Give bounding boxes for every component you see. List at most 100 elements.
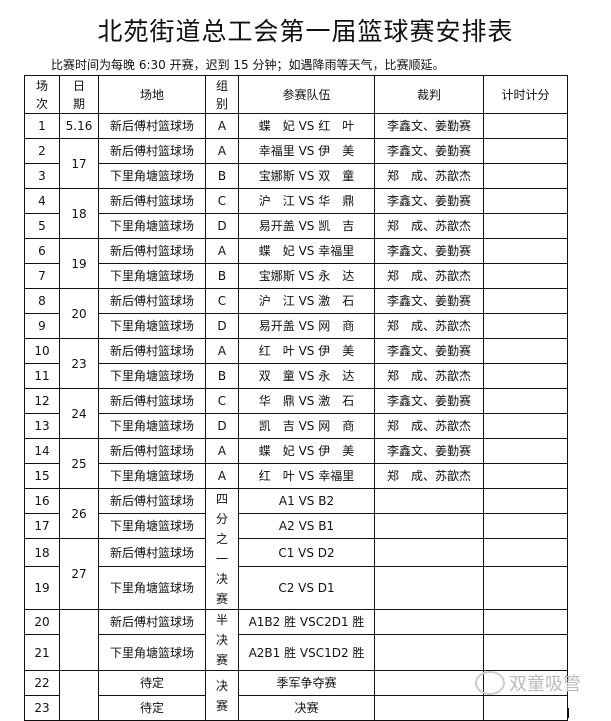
- header-date: 日期: [59, 75, 99, 114]
- match-no: 19: [24, 566, 60, 610]
- header-scoring: 计时计分: [483, 75, 568, 114]
- scoring-cell[interactable]: [483, 413, 568, 439]
- match-no: 6: [24, 238, 60, 264]
- match-no: 18: [24, 538, 60, 567]
- scoring-cell[interactable]: [483, 488, 568, 514]
- referee: 李鑫文、姜勤赛: [374, 438, 484, 464]
- scoring-cell[interactable]: [483, 138, 568, 164]
- teams: 凯 吉 VS 网 商: [238, 413, 375, 439]
- table-row: 11 下里角塘篮球场 B 双 童 VS 永 达郑 成、苏歆杰: [24, 363, 568, 389]
- match-no: 21: [24, 634, 60, 671]
- table-row: 9 下里角塘篮球场 D 易开盖 VS 网 商郑 成、苏歆杰: [24, 313, 568, 339]
- venue: 新后傅村篮球场: [98, 438, 206, 464]
- venue: 下里角塘篮球场: [98, 313, 206, 339]
- venue: 下里角塘篮球场: [98, 566, 206, 610]
- watermark-text: 双童吸管: [509, 674, 581, 695]
- scoring-cell[interactable]: [483, 213, 568, 239]
- match-no: 4: [24, 188, 60, 214]
- table-row: 16 26 新后傅村篮球场 四分之一决赛 A1 VS B2: [24, 488, 568, 610]
- referee: 郑 成、苏歆杰: [374, 213, 484, 239]
- scoring-cell[interactable]: [483, 238, 568, 264]
- table-row: 13 下里角塘篮球场 D 凯 吉 VS 网 商郑 成、苏歆杰: [24, 413, 568, 439]
- referee: [374, 609, 484, 635]
- table-row: 14 25 新后傅村篮球场 A 蝶 妃 VS 伊 美李鑫文、姜勤赛: [24, 438, 568, 489]
- schedule-note: 比赛时间为每晚 6:30 开赛，迟到 15 分钟；如遇降雨等天气，比赛顺延。: [51, 58, 445, 72]
- scoring-cell[interactable]: [483, 438, 568, 464]
- group: A: [205, 463, 239, 489]
- referee: 郑 成、苏歆杰: [374, 463, 484, 489]
- group-label: C: [217, 394, 227, 408]
- teams: 双 童 VS 永 达: [238, 363, 375, 389]
- scoring-cell[interactable]: [483, 263, 568, 289]
- header-group: 组别: [205, 75, 239, 114]
- scoring-cell[interactable]: [483, 388, 568, 414]
- referee: [374, 538, 484, 567]
- group-label: D: [217, 319, 227, 333]
- venue: 下里角塘篮球场: [98, 463, 206, 489]
- scoring-cell[interactable]: [483, 113, 568, 139]
- teams: 红 叶 VS 幸福里: [238, 463, 375, 489]
- match-no: 16: [24, 488, 60, 514]
- teams: A1B2 胜 VSC2D1 胜: [238, 609, 375, 635]
- scoring-cell[interactable]: [483, 513, 568, 539]
- scoring-cell[interactable]: [483, 188, 568, 214]
- referee: 郑 成、苏歆杰: [374, 163, 484, 189]
- table-row: 15 下里角塘篮球场 A 红 叶 VS 幸福里郑 成、苏歆杰: [24, 463, 568, 489]
- scoring-cell[interactable]: [483, 163, 568, 189]
- venue: 下里角塘篮球场: [98, 213, 206, 239]
- referee: 郑 成、苏歆杰: [374, 363, 484, 389]
- group: C: [205, 388, 239, 414]
- scoring-cell[interactable]: [483, 363, 568, 389]
- group: C: [205, 288, 239, 314]
- scoring-cell[interactable]: [483, 313, 568, 339]
- referee: 郑 成、苏歆杰: [374, 413, 484, 439]
- group-label: 决赛: [215, 678, 228, 713]
- table-row: 8 20 新后傅村篮球场 C 沪 江 VS 激 石李鑫文、姜勤赛: [24, 288, 568, 339]
- referee: 李鑫文、姜勤赛: [374, 138, 484, 164]
- group: A: [205, 113, 239, 139]
- scoring-cell[interactable]: [483, 463, 568, 489]
- teams: 易开盖 VS 网 商: [238, 313, 375, 339]
- match-date: 25: [59, 438, 99, 489]
- group-label: B: [217, 369, 227, 383]
- header-venue: 场地: [98, 75, 206, 114]
- match-no: 7: [24, 263, 60, 289]
- venue: 新后傅村篮球场: [98, 238, 206, 264]
- scoring-cell[interactable]: [483, 538, 568, 567]
- match-no: 2: [24, 138, 60, 164]
- header-match-no: 场次: [24, 75, 60, 114]
- match-no: 1: [24, 113, 60, 139]
- match-no: 20: [24, 609, 60, 635]
- teams: C1 VS D2: [238, 538, 375, 567]
- teams: 华 鼎 VS 激 石: [238, 388, 375, 414]
- table-row: 18 27 新后傅村篮球场 C1 VS D2: [24, 538, 568, 610]
- teams: A1 VS B2: [238, 488, 375, 514]
- group-label: A: [217, 244, 227, 258]
- group-label: A: [217, 144, 227, 158]
- venue: 新后傅村篮球场: [98, 538, 206, 567]
- scoring-cell[interactable]: [483, 288, 568, 314]
- referee: [374, 566, 484, 610]
- group: B: [205, 363, 239, 389]
- group: 四分之一决赛: [205, 488, 239, 610]
- teams: 宝娜斯 VS 双 童: [238, 163, 375, 189]
- referee: [374, 634, 484, 671]
- scoring-cell[interactable]: [483, 634, 568, 671]
- scoring-cell[interactable]: [483, 566, 568, 610]
- scoring-cell[interactable]: [483, 609, 568, 635]
- header-referee: 裁判: [374, 75, 484, 114]
- table-row: 6 19 新后傅村篮球场 A 蝶 妃 VS 幸福里 李鑫文、姜勤赛: [24, 238, 568, 289]
- group: A: [205, 138, 239, 164]
- teams: 红 叶 VS 伊 美: [238, 338, 375, 364]
- group-label: A: [217, 444, 227, 458]
- match-date: 23: [59, 338, 99, 389]
- group-label: A: [217, 119, 227, 133]
- referee: 郑 成、苏歆杰: [374, 313, 484, 339]
- table-row: 12 24 新后傅村篮球场 C 华 鼎 VS 激 石李鑫文、姜勤赛: [24, 388, 568, 439]
- group-label: C: [217, 194, 227, 208]
- scoring-cell[interactable]: [483, 338, 568, 364]
- teams: A2B1 胜 VSC1D2 胜: [238, 634, 375, 671]
- teams: A2 VS B1: [238, 513, 375, 539]
- match-date: 26: [59, 488, 99, 539]
- match-date: [59, 609, 99, 671]
